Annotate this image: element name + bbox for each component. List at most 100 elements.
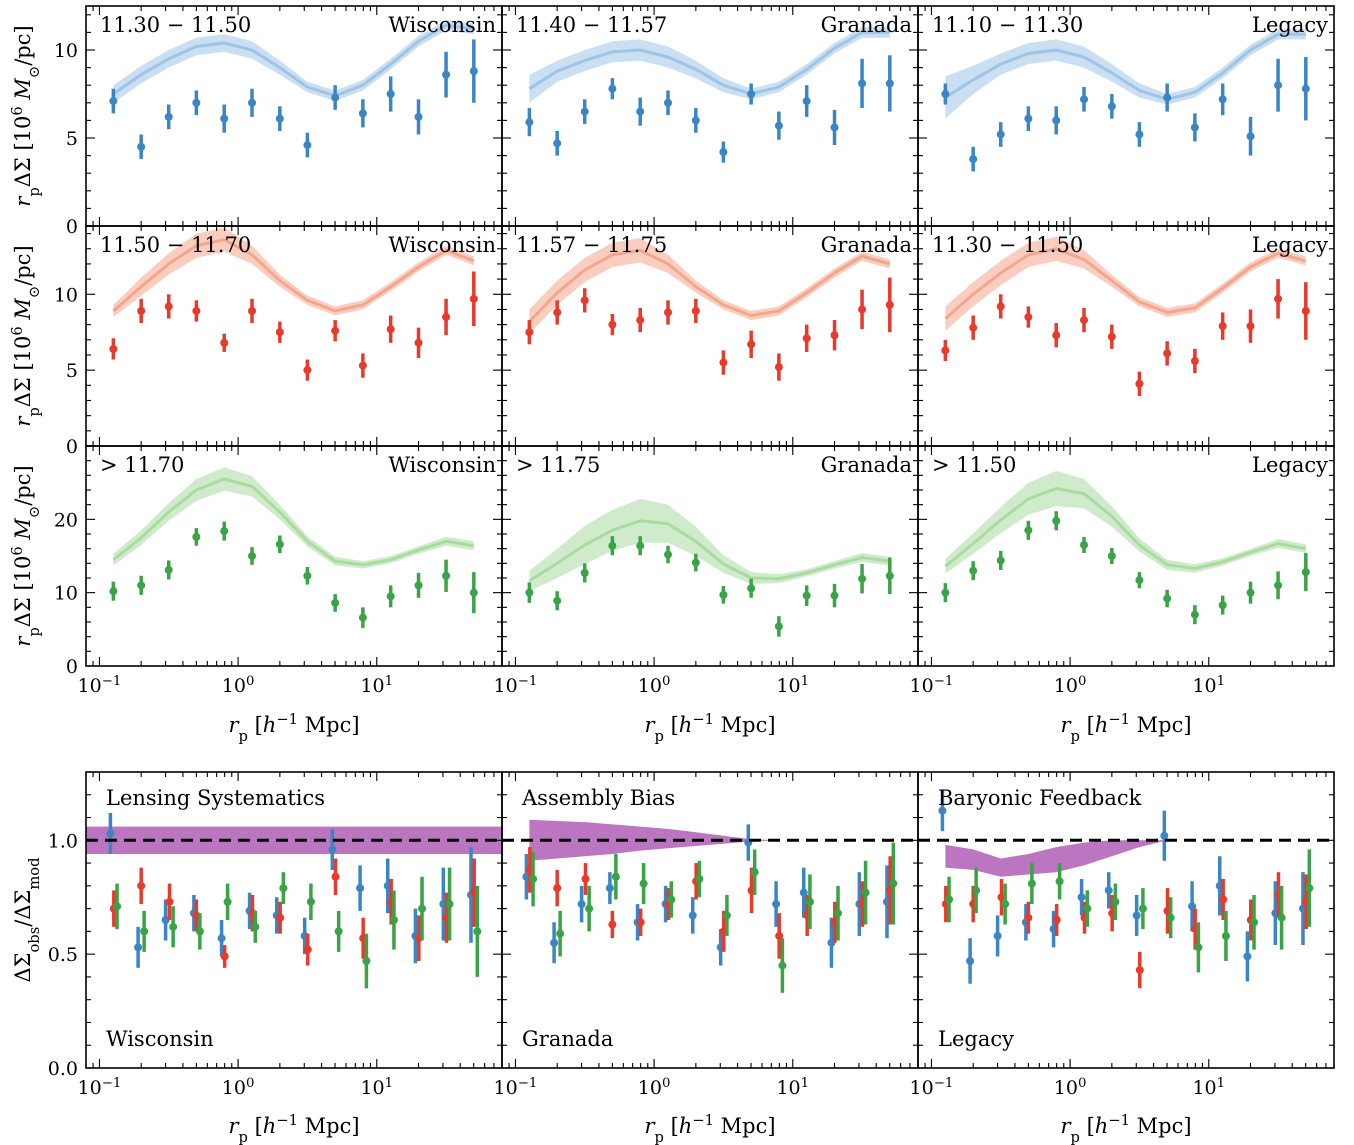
text-part: −1 [276, 1112, 298, 1129]
data-point [358, 613, 367, 622]
data-point [1274, 81, 1283, 90]
text-part: 1 [385, 674, 393, 689]
data-point [553, 139, 562, 148]
text-part: 10 [1054, 1077, 1078, 1099]
data-point [1083, 904, 1092, 913]
text-part: 10 [1192, 675, 1216, 697]
text-part: h [679, 1114, 693, 1138]
text-part: 10 [222, 675, 246, 697]
text-part: 6 [9, 546, 26, 555]
model-band [945, 28, 1306, 119]
data-point [109, 344, 118, 353]
y-tick-label: 10 [54, 40, 78, 62]
data-point [577, 900, 586, 909]
data-point [109, 97, 118, 106]
model-line [112, 238, 475, 313]
survey-label: Legacy [1252, 453, 1328, 477]
data-point [1107, 102, 1116, 111]
data-point [164, 302, 173, 311]
bin-range-label: 11.57 − 11.75 [516, 233, 667, 257]
data-point [636, 107, 645, 116]
data-point [580, 296, 589, 305]
plot-area [502, 819, 918, 993]
text-part: 10 [360, 675, 384, 697]
text-part: −1 [1108, 711, 1130, 728]
text-part: 6 [9, 106, 26, 115]
text-part: 10 [78, 675, 102, 697]
text-part: obs [26, 927, 43, 953]
data-point [722, 911, 731, 920]
data-point [276, 913, 285, 922]
data-point [1055, 877, 1064, 886]
text-part: 10 [78, 1077, 102, 1099]
survey-label: Wisconsin [106, 1027, 214, 1051]
bin-range-label: 11.10 − 11.30 [932, 13, 1083, 37]
y-tick-label: 10 [54, 583, 78, 605]
x-tick-label: 100 [638, 1076, 671, 1100]
data-point [1305, 884, 1314, 893]
data-point [358, 109, 367, 118]
plot-area [525, 238, 894, 381]
text-part: mod [26, 857, 43, 889]
text-part: ΔΣ [10 [11, 116, 35, 188]
data-point [418, 904, 427, 913]
data-point [328, 845, 337, 854]
survey-label: Legacy [1252, 233, 1328, 257]
text-part: p [655, 1129, 664, 1145]
data-point [805, 897, 814, 906]
plot-area [109, 227, 478, 381]
data-point [747, 90, 756, 98]
data-point [553, 308, 562, 317]
x-tick-label: 100 [1054, 1076, 1087, 1100]
data-point [306, 897, 315, 906]
data-point [993, 931, 1002, 940]
profile-panel: 0 5 10 11.30 − 11.50 Wisconsin [54, 5, 503, 238]
x-tick-label: 101 [360, 1076, 393, 1100]
text-part: 10 [776, 1077, 800, 1099]
effect-label: Baryonic Feedback [938, 786, 1142, 810]
text-part: −1 [692, 1112, 714, 1129]
bin-range-label: 11.40 − 11.57 [516, 13, 667, 37]
text-part: Mpc] [714, 1114, 776, 1138]
data-point [941, 346, 950, 355]
y-axis-label: rpΔΣ [106 M⊙/pc] [9, 465, 43, 646]
effect-label: Assembly Bias [521, 786, 675, 810]
text-part: Mpc] [714, 713, 776, 737]
panel-frame [917, 771, 1335, 1069]
text-part: r [11, 415, 35, 427]
data-point [858, 305, 867, 314]
profile-panel: 11.57 − 11.75 Granada [501, 225, 919, 447]
x-tick-label: 100 [222, 674, 255, 698]
data-point [137, 581, 146, 590]
data-point [719, 590, 728, 599]
data-point [1246, 132, 1255, 141]
data-point [1218, 95, 1227, 104]
data-point [279, 884, 288, 893]
data-point [799, 888, 808, 897]
systematic-band [86, 826, 502, 854]
panel-frame [85, 771, 503, 1069]
text-part: p [239, 728, 248, 745]
data-point [966, 956, 975, 965]
data-point [525, 118, 534, 127]
text-part: Mpc] [1130, 1114, 1192, 1138]
data-point [1250, 918, 1259, 927]
text-part: Mpc] [298, 1114, 360, 1138]
x-tick-label: 100 [1054, 674, 1087, 698]
model-line [944, 32, 1306, 101]
text-part: ⊙ [26, 286, 43, 298]
data-point [691, 306, 700, 315]
data-point [802, 334, 811, 343]
data-point [830, 123, 839, 132]
y-axis-label: rpΔΣ [106 M⊙/pc] [9, 25, 43, 206]
data-point [251, 922, 260, 931]
data-point [358, 361, 367, 370]
text-part: r [11, 635, 35, 647]
data-point [1163, 93, 1172, 102]
data-point [1218, 601, 1227, 610]
data-point [248, 98, 257, 107]
text-part: 0 [662, 1076, 670, 1091]
